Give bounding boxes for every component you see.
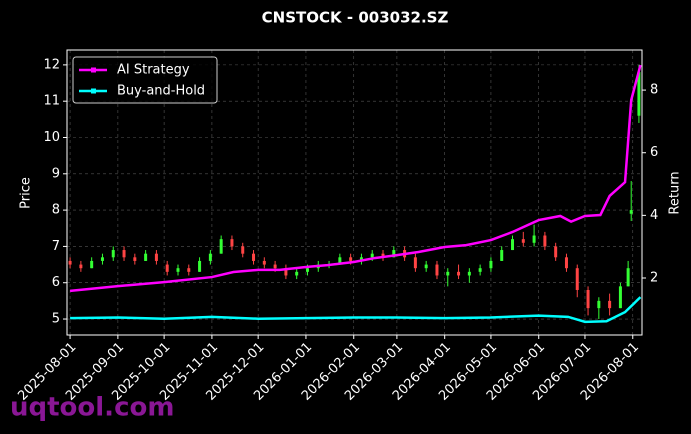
candle-body	[111, 250, 115, 258]
y-tick-label: 11	[43, 94, 60, 109]
candle-body	[478, 268, 482, 272]
candle-body	[457, 271, 461, 276]
candle-body	[144, 253, 148, 261]
candle-body	[284, 268, 288, 276]
candle-body	[629, 210, 633, 214]
series-line	[70, 296, 642, 324]
candle-body	[68, 260, 72, 265]
y2-tick-label: 8	[650, 83, 658, 98]
legend-label: AI Strategy	[117, 63, 190, 78]
candle-body	[532, 235, 536, 243]
candle-body	[241, 246, 245, 254]
candle-body	[637, 72, 641, 116]
candle-body	[543, 235, 547, 247]
candle-body	[90, 260, 94, 269]
candle-body	[575, 268, 579, 290]
legend-box	[72, 56, 218, 104]
candle-body	[262, 260, 266, 265]
candle-body	[554, 246, 558, 258]
y-tick-label: 8	[52, 203, 60, 218]
candle-body	[467, 271, 471, 276]
watermark: uqtool.com	[10, 393, 174, 423]
candle-body	[198, 260, 202, 272]
plot-frame	[66, 49, 643, 336]
candle-body	[165, 264, 169, 272]
candle-body	[446, 271, 450, 276]
candle-body	[370, 253, 374, 258]
candle-body	[154, 253, 158, 261]
y-tick-label: 7	[52, 239, 60, 254]
candle-body	[424, 264, 428, 269]
y2-axis-label: Return	[668, 171, 683, 214]
candle-body	[273, 264, 277, 269]
y-tick-label: 5	[52, 312, 60, 327]
y2-tick-label: 4	[650, 208, 658, 223]
candle-body	[79, 264, 83, 269]
legend: AI Strategy Buy-and-Hold	[72, 56, 218, 104]
y-tick-label: 9	[52, 166, 60, 181]
candle-body	[219, 239, 223, 254]
legend-marker	[91, 88, 96, 94]
candle-body	[122, 250, 126, 258]
candle-body	[133, 257, 137, 261]
y-axis-label: Price	[19, 177, 34, 209]
y2-tick-label: 2	[650, 271, 658, 286]
candle-body	[564, 257, 568, 269]
legend-label: Buy-and-Hold	[117, 84, 205, 99]
y-tick-label: 6	[52, 275, 60, 290]
candle-body	[626, 268, 630, 287]
candle-body	[413, 257, 417, 269]
candle-body	[295, 271, 299, 276]
y2-tick-label: 6	[650, 145, 658, 160]
candle-body	[521, 239, 525, 243]
chart-title: CNSTOCK - 003032.SZ	[262, 9, 449, 27]
candle-body	[435, 264, 439, 276]
candle-body	[586, 289, 590, 309]
candle-body	[511, 239, 515, 251]
y-tick-label: 10	[43, 130, 60, 145]
candle-body	[349, 257, 353, 261]
candle-body	[359, 257, 363, 261]
candle-body	[392, 250, 396, 258]
y-tick-label: 12	[43, 57, 60, 72]
candle-body	[608, 300, 612, 309]
candle-body	[618, 286, 622, 309]
candle-body	[176, 268, 180, 272]
candle-body	[500, 250, 504, 261]
candle-body	[230, 239, 234, 247]
candle-body	[252, 253, 256, 261]
candle-body	[338, 257, 342, 265]
series-line	[69, 64, 642, 293]
candle-body	[489, 260, 493, 269]
candle-body	[208, 253, 212, 261]
candle-body	[597, 300, 601, 309]
candle-body	[187, 268, 191, 272]
candle-body	[305, 268, 309, 272]
legend-marker	[91, 67, 96, 73]
candle-body	[100, 257, 104, 261]
candle-body	[381, 253, 385, 258]
